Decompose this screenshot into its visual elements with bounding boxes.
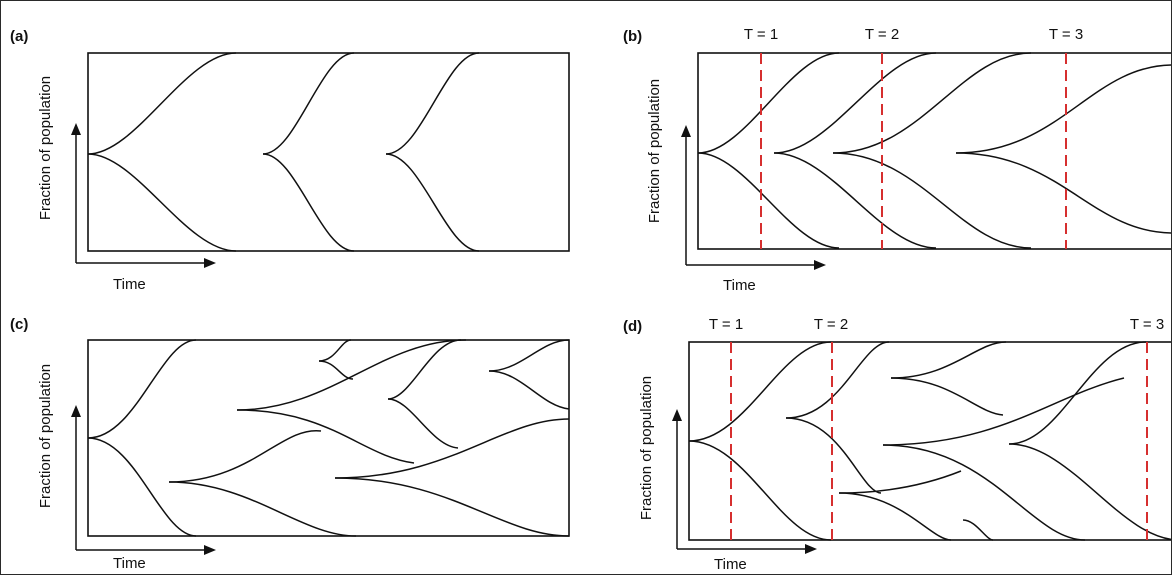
lineage-curve [785, 341, 890, 419]
lineage-curve [318, 339, 352, 362]
panel-c-lineages [87, 339, 570, 537]
panel-b-x-axis-label: Time [723, 277, 756, 294]
panel-b: (b) T = 1 T = 2 T = 3 Fraction of popu [623, 26, 1171, 294]
lineage-curve [962, 519, 994, 541]
lineage-curve [773, 52, 937, 154]
lineage-curve [334, 418, 570, 479]
x-axis-arrowhead [204, 545, 216, 555]
y-axis-arrowhead [71, 405, 81, 417]
panel-b-lineages [697, 52, 1171, 249]
lineage-curve [1008, 443, 1171, 540]
time-marker-label: T = 3 [1049, 26, 1083, 43]
lineage-curve [838, 470, 962, 494]
panel-b-time-markers: T = 1 T = 2 T = 3 [744, 26, 1083, 249]
lineage-curve [890, 377, 1004, 416]
panel-d-lineages [688, 341, 1171, 541]
y-axis-arrowhead [71, 123, 81, 135]
lineage-curve [832, 52, 1032, 154]
lineage-curve [697, 152, 840, 249]
panel-c-x-axis-label: Time [113, 555, 146, 572]
time-marker-label: T = 2 [814, 316, 848, 333]
panel-d-x-axis-label: Time [714, 556, 747, 573]
lineage-curve [890, 341, 1007, 379]
panel-d: (d) T = 1 T = 2 T = 3 [623, 316, 1171, 573]
lineage-curve [838, 492, 952, 541]
panel-d-axes [672, 409, 817, 554]
lineage-curve [168, 430, 322, 483]
panel-a-frame [87, 52, 570, 252]
lineage-curve [773, 152, 937, 249]
panel-c-label: (c) [10, 316, 28, 333]
lineage-curve [168, 481, 357, 537]
x-axis-arrowhead [805, 544, 817, 554]
panel-c-axes [71, 405, 216, 555]
lineage-curve [488, 339, 570, 372]
panel-b-frame [697, 52, 1171, 250]
panel-a-x-axis-label: Time [113, 276, 146, 293]
lineage-curve [385, 153, 480, 252]
panel-a-axes [71, 123, 216, 268]
lineage-curve [882, 444, 1086, 541]
lineage-curve [387, 339, 462, 400]
lineage-curve [882, 377, 1125, 446]
lineage-curve [832, 152, 1032, 249]
time-marker-label: T = 1 [709, 316, 743, 333]
lineage-curve [688, 341, 832, 442]
x-axis-arrowhead [814, 260, 826, 270]
panel-b-axes [681, 125, 826, 270]
lineage-curve [87, 339, 197, 439]
panel-a-y-axis-label: Fraction of population [37, 76, 54, 220]
lineage-curve [262, 52, 355, 155]
lineage-curve [488, 370, 570, 410]
lineage-curve [87, 437, 197, 537]
y-axis-arrowhead [681, 125, 691, 137]
lineage-curve [955, 152, 1171, 234]
panel-b-y-axis-label: Fraction of population [646, 79, 663, 223]
lineage-curve [87, 52, 237, 155]
panel-b-label: (b) [623, 28, 642, 45]
x-axis-arrowhead [204, 258, 216, 268]
lineage-curve [318, 360, 354, 380]
panel-d-label: (d) [623, 318, 642, 335]
lineage-curve [385, 52, 480, 155]
lineage-curve [785, 417, 882, 494]
lineage-curve [955, 64, 1171, 154]
panel-a-lineages [87, 52, 480, 252]
panel-a: (a) Fraction of population Time [10, 28, 570, 293]
lineage-curve [334, 477, 570, 537]
lineage-curve [236, 409, 415, 464]
y-axis-arrowhead [672, 409, 682, 421]
lineage-curve [387, 398, 459, 449]
time-marker-label: T = 3 [1130, 316, 1164, 333]
lineage-curve [697, 52, 840, 154]
lineage-curve [262, 153, 355, 252]
lineage-curve [1008, 341, 1147, 445]
lineage-curve [87, 153, 237, 252]
time-marker-label: T = 1 [744, 26, 778, 43]
panel-a-label: (a) [10, 28, 28, 45]
panel-c: (c) Fraction of population Time [10, 316, 570, 572]
panel-c-y-axis-label: Fraction of population [37, 364, 54, 508]
time-marker-label: T = 2 [865, 26, 899, 43]
lineage-curve [688, 440, 832, 541]
panel-d-time-markers: T = 1 T = 2 T = 3 [709, 316, 1164, 540]
lineage-curve [236, 339, 467, 411]
panel-d-y-axis-label: Fraction of population [638, 376, 655, 520]
